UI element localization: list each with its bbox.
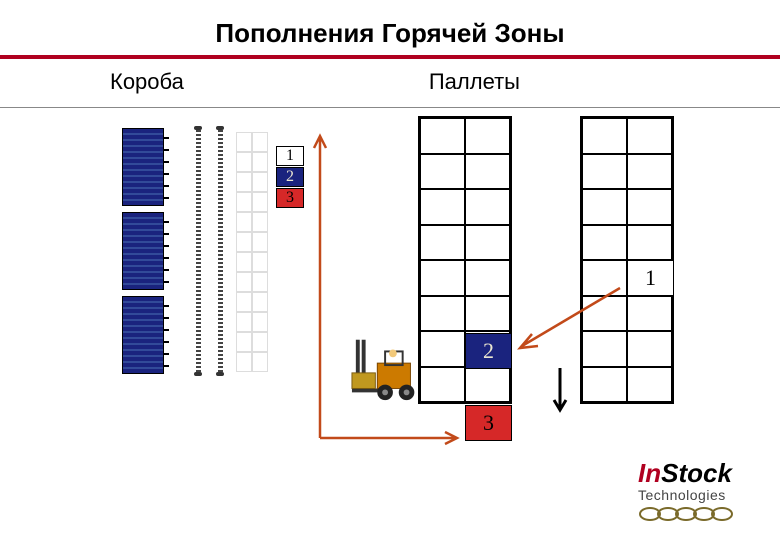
diagram-body: 123 123 [0,108,780,468]
forklift-icon [350,333,428,403]
logo-chain-icon [638,505,758,523]
page-title: Пополнения Горячей Зоны [0,18,780,49]
left-num-2: 2 [276,167,304,187]
left-num-3: 3 [276,188,304,208]
subtitle-right: Паллеты [429,69,520,95]
pallet-num-3: 3 [465,405,512,441]
left-num-1: 1 [276,146,304,166]
faint-shelf-grid [236,132,268,372]
left-box-rack [122,128,164,374]
pallet-num-2: 2 [465,333,512,369]
logo-in: In [638,458,661,488]
logo-sub: Technologies [638,487,758,503]
instock-logo: InStock Technologies [638,458,758,528]
pallet-num-1: 1 [627,260,674,296]
subtitle-left: Короба [110,69,184,95]
logo-stock: Stock [661,458,732,488]
